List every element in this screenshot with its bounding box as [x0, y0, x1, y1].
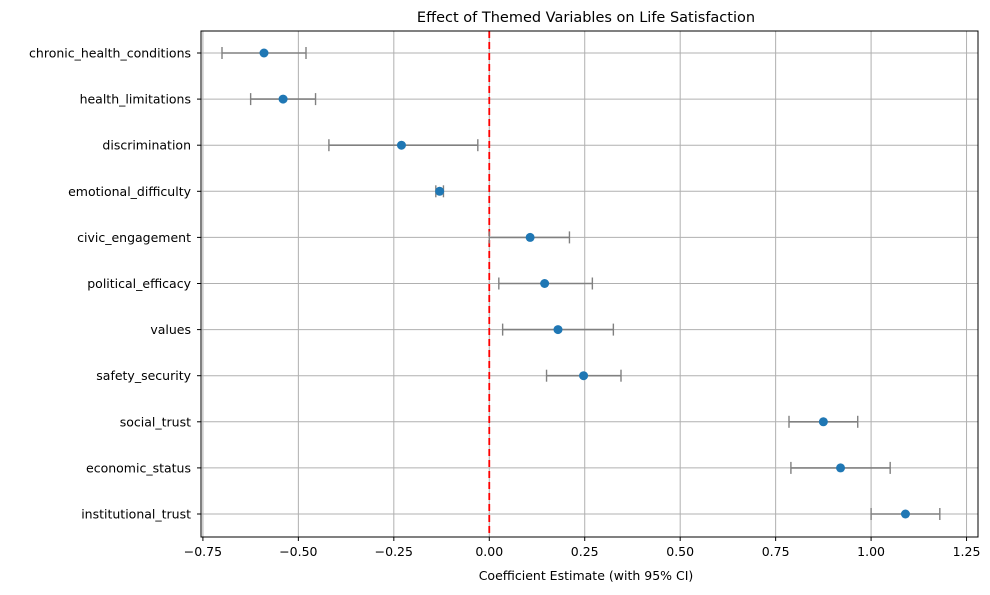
- data-point: [553, 325, 563, 335]
- x-tick-label: 0.75: [762, 544, 790, 559]
- y-tick-label: values: [150, 322, 191, 337]
- x-tick-label: 0.00: [475, 544, 503, 559]
- x-tick-label: −0.75: [184, 544, 222, 559]
- data-point: [540, 279, 550, 288]
- y-tick-label: safety_security: [96, 368, 191, 383]
- data-point: [836, 463, 846, 473]
- x-tick-label: 1.25: [953, 544, 981, 559]
- y-tick-label: emotional_difficulty: [68, 184, 192, 199]
- y-tick-label: economic_status: [86, 460, 191, 475]
- data-point: [435, 186, 445, 196]
- y-tick-label: civic_engagement: [77, 230, 191, 245]
- error-bars: [221, 47, 941, 520]
- data-point: [259, 48, 269, 58]
- data-point: [900, 509, 910, 519]
- x-tick-label: −0.25: [375, 544, 413, 559]
- data-point: [396, 140, 406, 150]
- x-tick-label: −0.50: [279, 544, 317, 559]
- x-tick-label: 0.25: [571, 544, 599, 559]
- y-tick-label: health_limitations: [80, 92, 191, 107]
- data-point: [525, 232, 535, 242]
- y-tick-label: chronic_health_conditions: [29, 46, 191, 61]
- y-tick-label: discrimination: [102, 138, 191, 153]
- data-points: [259, 48, 910, 519]
- x-tick-label: 0.50: [666, 544, 694, 559]
- chart-title: Effect of Themed Variables on Life Satis…: [417, 10, 755, 26]
- y-tick-label: institutional_trust: [81, 507, 191, 522]
- x-tick-label: 1.00: [857, 544, 885, 559]
- x-axis-ticks: −0.75 −0.50 −0.25 0.00 0.25 0.50 0.75 1.00 1.25: [184, 537, 981, 559]
- data-point: [278, 94, 288, 104]
- x-axis-label: Coefficient Estimate (with 95% CI): [479, 568, 694, 583]
- y-tick-label: political_efficacy: [87, 276, 191, 291]
- y-tick-label: social_trust: [120, 414, 191, 429]
- y-axis-ticks: chronic_health_conditions health_limitati…: [29, 46, 201, 522]
- data-point: [579, 371, 589, 381]
- data-point: [818, 417, 828, 427]
